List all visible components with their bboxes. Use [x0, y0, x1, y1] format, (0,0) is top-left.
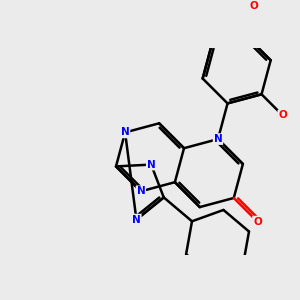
Text: N: N [136, 186, 145, 196]
Text: N: N [214, 134, 222, 144]
Text: N: N [147, 160, 155, 170]
Text: N: N [121, 128, 130, 137]
Text: O: O [278, 110, 287, 120]
Text: N: N [132, 214, 141, 225]
Text: O: O [249, 2, 258, 11]
Text: O: O [253, 217, 262, 226]
